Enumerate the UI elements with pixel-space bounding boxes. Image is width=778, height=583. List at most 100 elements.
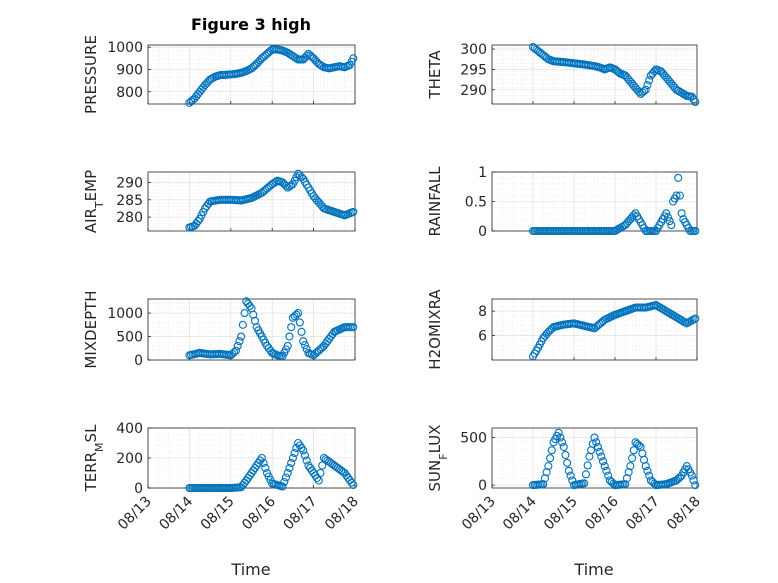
y-tick-label: 300: [460, 42, 487, 58]
series-rainfall: [528, 173, 700, 236]
data-point: [547, 446, 556, 455]
subplot-pressure: 800 900 1000 PRESSURE: [82, 35, 358, 114]
data-point: [622, 474, 632, 483]
subplot-theta: 290 295 300 THETA: [426, 42, 700, 107]
subplot-h2omixra: 6 8 H2OMIXRA: [426, 289, 700, 370]
axes-box: [491, 44, 698, 105]
data-point: [675, 191, 684, 200]
x-tick-label: 08/16: [582, 493, 622, 533]
data-point: [295, 318, 304, 327]
data-point: [645, 471, 654, 480]
data-point: [300, 341, 310, 350]
data-point: [689, 315, 698, 324]
data-point: [581, 470, 591, 479]
y-tick-label: 280: [116, 210, 143, 226]
y-tick-label: 8: [478, 304, 487, 320]
data-point: [316, 468, 325, 478]
data-point: [559, 442, 568, 452]
y-tick-label: 900: [116, 62, 143, 78]
data-point: [287, 323, 296, 332]
data-point: [595, 447, 604, 456]
data-point: [292, 310, 301, 319]
axes-box: [491, 427, 698, 489]
data-point: [691, 97, 700, 107]
data-point: [314, 476, 323, 485]
data-point: [580, 479, 589, 488]
data-point: [641, 85, 650, 94]
series-pressure: [185, 45, 358, 107]
data-point: [602, 466, 611, 475]
x-tick-label: 08/16: [239, 493, 279, 533]
series-airtemp: [185, 169, 358, 232]
figure-title: Figure 3 high: [191, 15, 311, 34]
x-tick-label: 08/13: [459, 494, 499, 534]
y-tick-label: 290: [116, 175, 143, 191]
series-mixdepth: [185, 297, 358, 361]
data-point: [629, 446, 638, 455]
x-tick-label: 08/18: [322, 494, 362, 534]
y-tick-label: 500: [460, 431, 487, 447]
y-axis-label: THETA: [426, 50, 444, 100]
axes-box: [147, 44, 356, 105]
data-point: [299, 337, 308, 346]
data-point: [598, 457, 608, 466]
data-point: [230, 348, 239, 357]
subplot-terr_msl: 0 200 400 08/13 08/14 08/15 08/16 08/17 08/18 TER…: [82, 421, 362, 533]
data-point: [604, 471, 613, 480]
y-tick-label: 1000: [107, 40, 143, 56]
data-point: [689, 476, 698, 485]
y-tick-label: 800: [116, 85, 143, 101]
data-point: [677, 209, 686, 218]
data-point: [245, 301, 254, 311]
data-point: [687, 471, 696, 480]
data-point: [288, 453, 297, 463]
data-point: [264, 344, 273, 353]
data-point: [600, 462, 609, 471]
subplot-sun_flux: 0 500 08/13 08/14 08/15 08/16 08/17 08/18 SUNFLU…: [426, 425, 704, 534]
data-point: [299, 446, 308, 455]
data-point: [563, 458, 572, 467]
y-tick-label: 0: [134, 353, 143, 369]
y-axis-label: SUNFLUX: [426, 425, 450, 492]
x-axis-label-left: Time: [230, 560, 270, 579]
data-point: [645, 76, 654, 85]
y-tick-label: 0: [478, 224, 487, 240]
data-point: [237, 332, 246, 341]
data-point: [662, 209, 671, 218]
y-tick-label: 200: [116, 451, 143, 467]
y-axis-label: H2OMIXRA: [426, 289, 444, 370]
data-point: [238, 320, 247, 329]
x-tick-label: 08/14: [156, 493, 196, 533]
data-point: [302, 51, 311, 60]
data-point: [554, 428, 563, 437]
x-tick-label: 08/15: [198, 494, 238, 534]
data-point: [626, 462, 635, 471]
y-tick-label: 295: [460, 62, 487, 78]
y-axis-label: RAINFALL: [426, 166, 444, 237]
x-tick-label: 08/15: [541, 494, 581, 534]
data-point: [561, 450, 570, 460]
x-tick-label: 08/17: [623, 494, 663, 534]
data-point: [285, 332, 294, 341]
data-point: [665, 217, 674, 226]
data-point: [546, 454, 555, 463]
x-tick-label: 08/17: [281, 494, 321, 534]
subplot-rainfall: 0 0.5 1 RAINFALL: [426, 165, 700, 240]
axes-box: [147, 298, 356, 361]
data-point: [634, 441, 643, 450]
data-point: [643, 80, 652, 90]
data-point: [542, 468, 551, 477]
data-point: [628, 454, 637, 463]
data-point: [318, 461, 327, 470]
data-point: [643, 466, 652, 475]
series-h2omixra: [528, 301, 700, 361]
data-point: [557, 438, 567, 447]
data-point: [283, 341, 292, 350]
series-theta: [528, 42, 700, 107]
data-point: [629, 211, 638, 220]
y-tick-label: 1: [478, 165, 487, 181]
y-tick-label: 285: [116, 193, 143, 209]
data-point: [639, 87, 649, 96]
